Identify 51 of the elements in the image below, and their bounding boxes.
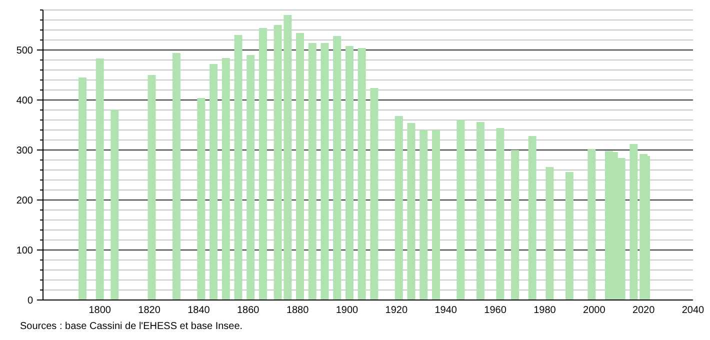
x-tick-label: 1820 [138,305,161,316]
bar [565,172,574,300]
bar [78,78,87,300]
bar [308,43,316,300]
bar [394,116,403,300]
bar [407,123,416,300]
x-tick-label: 1960 [484,305,507,316]
bar [432,130,440,300]
bar [511,150,520,300]
bar [222,58,230,300]
y-tick-label: 500 [16,46,34,56]
bar [210,64,218,300]
y-tick-label: 400 [16,96,34,106]
bar [197,98,206,300]
x-tick-label: 1920 [385,305,408,316]
x-tick-label: 1900 [336,305,359,316]
x-tick-label: 2040 [682,305,705,316]
x-tick-label: 1940 [434,305,458,316]
bar [296,33,304,300]
y-tick-label: 200 [16,196,34,206]
bar [172,53,180,300]
bar [588,149,596,300]
bar [546,167,554,300]
y-tick-label: 300 [16,146,34,156]
x-tick-label: 1880 [286,305,310,316]
bar [358,48,366,300]
y-tick-label: 0 [27,296,34,306]
x-tick-label: 1860 [237,305,260,316]
x-tick-label: 2020 [632,305,656,316]
x-tick-label: 2000 [583,305,606,316]
bar [528,136,536,300]
bar [148,75,156,300]
bar [420,130,428,300]
bar [345,46,354,300]
x-tick-label: 1840 [188,305,210,316]
x-tick-label: 1800 [88,305,112,316]
y-tick-label: 100 [16,246,34,256]
bar [320,43,329,300]
bar [258,28,267,300]
bar [476,122,484,300]
x-tick-label: 1980 [534,305,556,316]
bar [234,35,242,300]
bar [630,144,638,300]
bar [246,55,255,300]
bar [110,110,119,300]
bar [496,128,504,300]
bar [370,88,378,300]
bar [456,120,465,300]
bar [96,58,104,300]
bar [333,36,342,300]
source-note: Sources : base Cassini de l'EHESS et base Insee. [20,321,243,332]
